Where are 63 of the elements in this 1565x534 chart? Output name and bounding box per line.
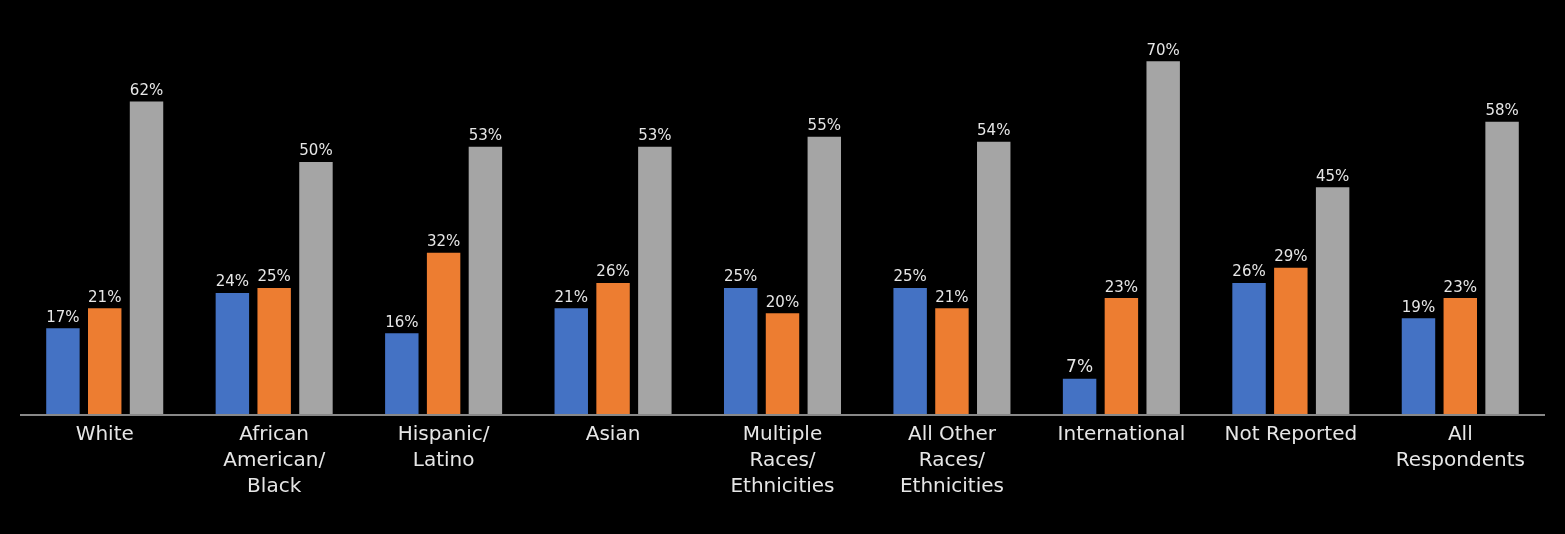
x-tick-label: All Other Races/Ethnicities — [899, 421, 1004, 497]
x-tick-label: All Respondents — [1395, 421, 1525, 471]
bar — [1401, 318, 1436, 414]
bar — [554, 308, 588, 414]
bar — [1315, 187, 1350, 414]
bar — [1443, 298, 1477, 414]
x-tick-label: African American/Black — [223, 421, 326, 497]
data-label: 53% — [638, 126, 672, 145]
x-tick-label: International — [1057, 421, 1186, 445]
data-label: 17% — [46, 307, 80, 326]
data-label: 21% — [935, 287, 969, 306]
x-tick-label: White — [75, 421, 134, 445]
bar — [935, 308, 969, 414]
data-label: 24% — [215, 272, 250, 291]
data-label: 25% — [724, 267, 758, 286]
bar — [468, 146, 503, 414]
data-label: 25% — [893, 267, 927, 286]
bar — [1062, 378, 1097, 414]
data-label: 53% — [468, 126, 503, 145]
data-label: 16% — [385, 312, 419, 331]
bar — [807, 136, 842, 414]
bar — [893, 287, 927, 414]
bar — [1485, 121, 1519, 414]
data-label: 25% — [257, 267, 291, 286]
data-label: 62% — [129, 80, 164, 99]
bar — [1232, 282, 1266, 414]
data-label: 26% — [596, 262, 630, 281]
data-label: 54% — [977, 121, 1011, 140]
x-tick-label: Asian — [585, 421, 641, 445]
bar — [765, 313, 800, 414]
data-label: 26% — [1232, 262, 1266, 281]
x-tick-label: Multiple Races/Ethnicities — [730, 421, 835, 497]
bar — [1274, 267, 1308, 414]
data-label: 21% — [88, 287, 122, 306]
data-label: 50% — [299, 141, 333, 160]
data-label: 45% — [1315, 166, 1350, 185]
data-label: 20% — [765, 292, 800, 311]
data-label: 21% — [554, 287, 588, 306]
data-label: 29% — [1274, 247, 1308, 266]
bar — [723, 287, 758, 414]
bar — [299, 161, 333, 414]
bar — [88, 308, 122, 414]
data-label: 19% — [1401, 297, 1436, 316]
bar — [257, 287, 291, 414]
data-label: 55% — [807, 116, 841, 135]
data-label: 7% — [1066, 355, 1094, 376]
bar — [1104, 298, 1139, 414]
bar — [977, 141, 1011, 414]
bar — [426, 252, 461, 414]
bar — [215, 293, 250, 414]
data-label: 23% — [1443, 277, 1477, 296]
data-label: 23% — [1104, 277, 1139, 296]
bar — [1146, 61, 1180, 414]
data-label: 58% — [1485, 101, 1519, 120]
bar — [46, 328, 80, 414]
bar — [385, 333, 419, 414]
data-label: 70% — [1146, 40, 1180, 59]
data-label: 32% — [426, 232, 461, 251]
x-tick-label: Not Reported — [1224, 421, 1358, 445]
bar — [596, 282, 630, 414]
bar — [129, 101, 164, 414]
x-tick-label: Hispanic/Latino — [397, 421, 490, 471]
bar — [638, 146, 672, 414]
